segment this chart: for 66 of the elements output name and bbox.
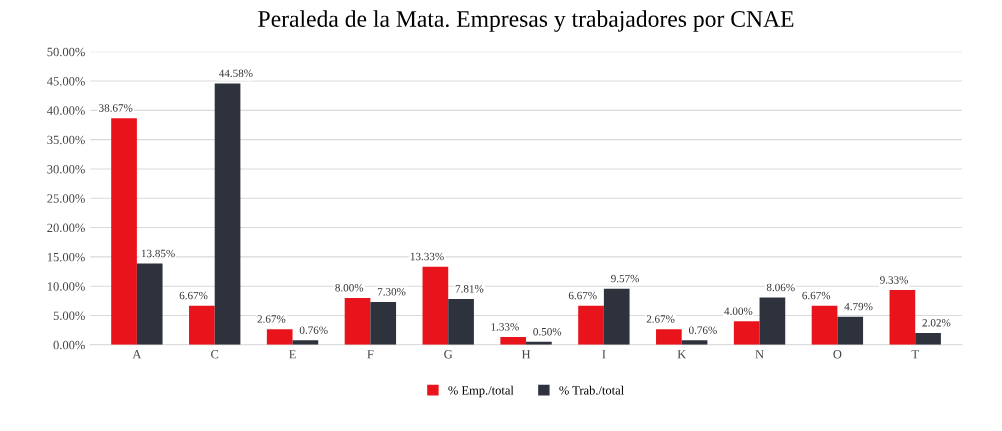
data-label: 9.57% bbox=[611, 274, 640, 283]
data-label: 2.67% bbox=[257, 315, 286, 323]
data-label: 9.33% bbox=[880, 276, 909, 284]
bar bbox=[266, 329, 293, 345]
data-label: 38.67% bbox=[99, 104, 133, 112]
data-label: 44.58% bbox=[218, 69, 253, 78]
x-tick-label: O bbox=[833, 350, 842, 359]
x-tick-label: E bbox=[289, 350, 296, 359]
y-tick-label: 45.00% bbox=[47, 77, 85, 86]
y-tick-label: 40.00% bbox=[47, 106, 85, 115]
data-label: 6.67% bbox=[802, 291, 831, 300]
bar bbox=[656, 329, 682, 345]
data-label: 4.79% bbox=[844, 302, 873, 311]
x-tick-label: H bbox=[521, 350, 531, 359]
legend-label: % Emp./total bbox=[448, 385, 514, 398]
y-tick-label: 0.00% bbox=[53, 340, 85, 350]
y-tick-label: 5.00% bbox=[53, 311, 85, 321]
bar bbox=[759, 297, 786, 345]
y-tick-label: 50.00% bbox=[47, 47, 85, 57]
data-label: 6.67% bbox=[568, 291, 597, 300]
y-tick-label: 30.00% bbox=[47, 164, 85, 174]
data-label: 4.00% bbox=[724, 307, 753, 315]
data-label: 7.30% bbox=[377, 288, 406, 296]
y-tick-label: 10.00% bbox=[47, 282, 85, 291]
bar bbox=[189, 305, 215, 345]
bar bbox=[344, 297, 371, 345]
bar bbox=[500, 337, 527, 345]
bar bbox=[837, 316, 864, 345]
x-tick-label: C bbox=[211, 350, 219, 359]
data-label: 8.00% bbox=[335, 283, 364, 292]
y-tick-label: 25.00% bbox=[47, 194, 85, 203]
data-label: 1.33% bbox=[491, 323, 519, 331]
chart-title: Peraleda de la Mata. Empresas y trabajadores por CNAE bbox=[258, 10, 794, 32]
data-label: 2.02% bbox=[922, 319, 951, 327]
x-tick-label: G bbox=[444, 350, 453, 359]
data-label: 13.85% bbox=[141, 249, 175, 258]
bar bbox=[422, 266, 449, 345]
bar bbox=[111, 118, 137, 345]
bar bbox=[448, 299, 474, 345]
y-tick-label: 20.00% bbox=[47, 223, 85, 233]
x-tick-label: N bbox=[755, 350, 764, 359]
x-tick-label: K bbox=[677, 350, 687, 359]
data-label: 0.76% bbox=[688, 326, 717, 334]
bar bbox=[214, 83, 241, 345]
x-tick-label: T bbox=[911, 350, 919, 359]
bar bbox=[915, 332, 941, 345]
legend-label: % Trab./total bbox=[559, 385, 624, 395]
x-tick-label: A bbox=[132, 350, 142, 359]
data-label: 7.81% bbox=[455, 285, 484, 293]
data-label: 2.67% bbox=[646, 315, 675, 323]
y-tick-label: 15.00% bbox=[47, 252, 85, 262]
y-tick-label: 35.00% bbox=[47, 135, 85, 145]
bar bbox=[811, 305, 838, 345]
data-label: 8.06% bbox=[766, 283, 795, 292]
bar bbox=[603, 288, 630, 345]
bar bbox=[136, 263, 163, 345]
data-label: 0.76% bbox=[299, 326, 328, 334]
x-tick-label: F bbox=[367, 350, 374, 359]
bar bbox=[889, 290, 916, 345]
data-label: 6.67% bbox=[179, 291, 208, 300]
x-tick-label: I bbox=[602, 350, 606, 359]
data-label: 13.33% bbox=[410, 252, 444, 261]
data-label: 0.50% bbox=[533, 327, 562, 336]
bar bbox=[578, 305, 604, 345]
bar bbox=[370, 302, 397, 345]
bar bbox=[733, 321, 760, 345]
